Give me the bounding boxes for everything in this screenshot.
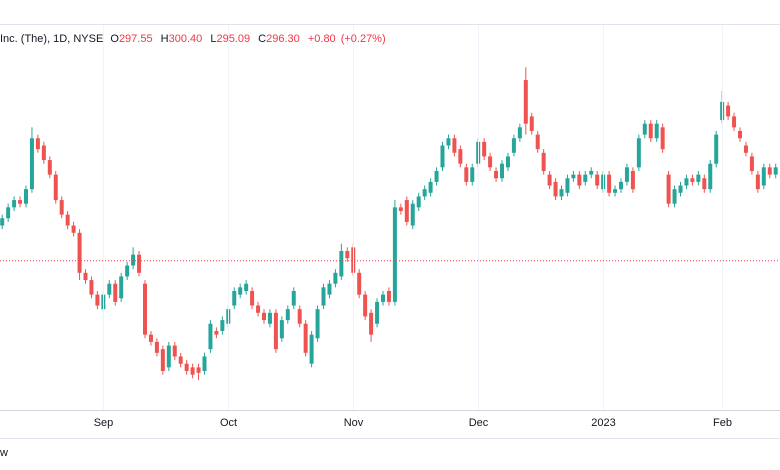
footer-text: w xyxy=(0,447,8,459)
x-tick-label: 2023 xyxy=(591,417,615,429)
x-tick-label: Oct xyxy=(220,417,237,429)
open-value: 297.55 xyxy=(118,33,153,45)
high-value: 300.40 xyxy=(168,33,203,45)
change-value: +0.80 xyxy=(307,33,336,45)
legend-header: Inc. (The), 1D, NYSE O297.55 H300.40 L29… xyxy=(0,33,391,45)
change-percent: (+0.27%) xyxy=(340,33,386,45)
high-label: H xyxy=(160,33,169,45)
x-tick-label: Nov xyxy=(344,417,364,429)
close-label: C xyxy=(258,33,267,45)
x-tick-label: Sep xyxy=(94,417,114,429)
x-tick-label: Feb xyxy=(713,417,732,429)
symbol: Inc. (The), 1D, NYSE xyxy=(0,33,104,45)
low-value: 295.09 xyxy=(216,33,251,45)
x-tick-label: Dec xyxy=(469,417,489,429)
open-label: O xyxy=(110,33,119,45)
low-label: L xyxy=(210,33,217,45)
close-value: 296.30 xyxy=(266,33,300,45)
